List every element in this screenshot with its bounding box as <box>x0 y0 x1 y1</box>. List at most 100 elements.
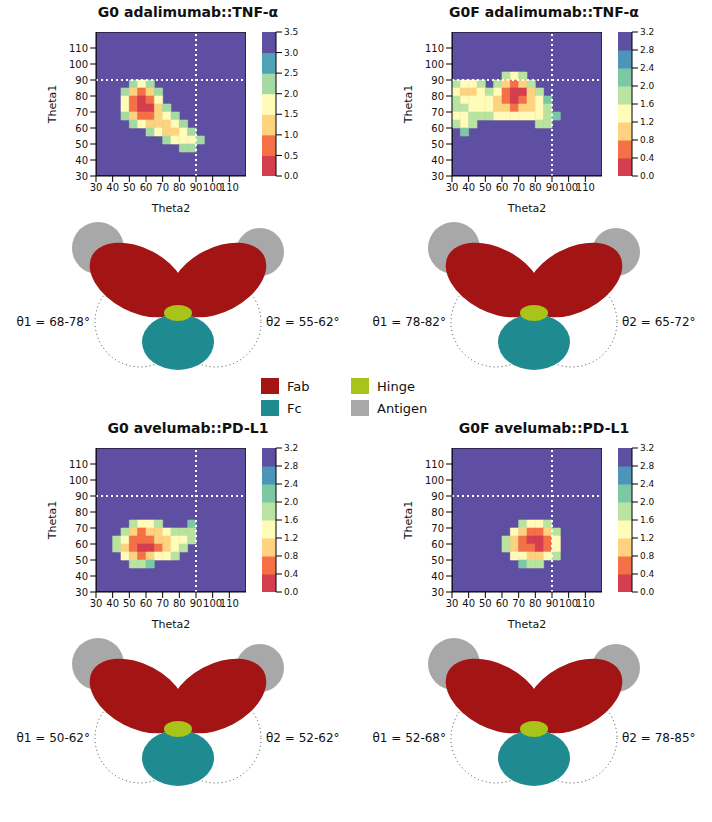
svg-text:Theta1: Theta1 <box>402 501 415 541</box>
svg-text:θ2 = 65-72°: θ2 = 65-72° <box>622 315 696 329</box>
svg-text:60: 60 <box>431 539 444 550</box>
svg-text:100: 100 <box>425 475 444 486</box>
svg-text:90: 90 <box>546 598 559 609</box>
svg-text:Theta1: Theta1 <box>46 501 59 541</box>
svg-text:0.8: 0.8 <box>640 135 655 145</box>
svg-text:60: 60 <box>75 539 88 550</box>
svg-text:0.0: 0.0 <box>640 587 655 597</box>
svg-text:50: 50 <box>75 555 88 566</box>
svg-text:3.2: 3.2 <box>640 27 654 37</box>
svg-text:1.2: 1.2 <box>640 117 654 127</box>
svg-text:30: 30 <box>431 587 444 598</box>
svg-text:80: 80 <box>173 598 186 609</box>
svg-text:1.6: 1.6 <box>640 515 655 525</box>
svg-text:3.0: 3.0 <box>284 48 299 58</box>
svg-text:θ1 = 68-78°: θ1 = 68-78° <box>16 315 90 329</box>
svg-text:110: 110 <box>69 43 88 54</box>
svg-text:110: 110 <box>576 182 595 193</box>
svg-text:80: 80 <box>529 182 542 193</box>
svg-text:1.2: 1.2 <box>640 533 654 543</box>
svg-text:50: 50 <box>123 182 136 193</box>
svg-text:Theta2: Theta2 <box>507 618 547 630</box>
svg-text:0.8: 0.8 <box>640 551 655 561</box>
svg-text:80: 80 <box>529 598 542 609</box>
svg-text:0.0: 0.0 <box>284 171 299 181</box>
svg-text:40: 40 <box>431 155 444 166</box>
svg-text:80: 80 <box>431 507 444 518</box>
svg-text:1.2: 1.2 <box>284 533 298 543</box>
svg-text:2.4: 2.4 <box>284 479 299 489</box>
svg-text:2.0: 2.0 <box>284 497 299 507</box>
svg-text:40: 40 <box>75 571 88 582</box>
svg-text:90: 90 <box>546 182 559 193</box>
svg-text:70: 70 <box>75 107 88 118</box>
svg-text:30: 30 <box>75 587 88 598</box>
svg-text:70: 70 <box>431 107 444 118</box>
svg-text:60: 60 <box>431 123 444 134</box>
svg-text:40: 40 <box>431 571 444 582</box>
svg-text:Theta1: Theta1 <box>402 85 415 125</box>
svg-text:0.0: 0.0 <box>284 587 299 597</box>
svg-text:Theta2: Theta2 <box>151 202 191 214</box>
svg-text:40: 40 <box>462 598 475 609</box>
svg-text:90: 90 <box>190 182 203 193</box>
svg-text:110: 110 <box>220 598 239 609</box>
svg-text:3.2: 3.2 <box>284 443 298 453</box>
svg-text:2.8: 2.8 <box>284 461 299 471</box>
svg-text:Theta1: Theta1 <box>46 85 59 125</box>
svg-text:110: 110 <box>220 182 239 193</box>
svg-text:110: 110 <box>425 43 444 54</box>
svg-text:60: 60 <box>496 182 509 193</box>
svg-text:80: 80 <box>75 91 88 102</box>
svg-text:40: 40 <box>106 182 119 193</box>
svg-text:50: 50 <box>479 598 492 609</box>
svg-text:2.0: 2.0 <box>640 497 655 507</box>
svg-text:30: 30 <box>75 171 88 182</box>
svg-text:1.0: 1.0 <box>284 130 299 140</box>
svg-text:θ2 = 78-85°: θ2 = 78-85° <box>622 731 696 745</box>
svg-text:50: 50 <box>123 598 136 609</box>
svg-text:110: 110 <box>576 598 595 609</box>
svg-text:0.4: 0.4 <box>640 153 655 163</box>
svg-text:50: 50 <box>75 139 88 150</box>
svg-text:80: 80 <box>431 91 444 102</box>
svg-text:θ2 = 52-62°: θ2 = 52-62° <box>266 731 340 745</box>
svg-text:70: 70 <box>156 598 169 609</box>
svg-text:30: 30 <box>90 182 103 193</box>
svg-text:50: 50 <box>431 139 444 150</box>
svg-text:30: 30 <box>446 598 459 609</box>
svg-text:50: 50 <box>479 182 492 193</box>
svg-text:70: 70 <box>512 598 525 609</box>
svg-text:θ1 = 52-68°: θ1 = 52-68° <box>372 731 446 745</box>
svg-text:2.4: 2.4 <box>640 479 655 489</box>
svg-text:60: 60 <box>140 598 153 609</box>
svg-text:60: 60 <box>496 598 509 609</box>
svg-text:2.5: 2.5 <box>284 68 298 78</box>
svg-text:θ1 = 78-82°: θ1 = 78-82° <box>372 315 446 329</box>
svg-text:80: 80 <box>75 507 88 518</box>
svg-text:2.4: 2.4 <box>640 63 655 73</box>
svg-text:90: 90 <box>75 75 88 86</box>
svg-text:90: 90 <box>190 598 203 609</box>
svg-text:30: 30 <box>446 182 459 193</box>
svg-text:θ1 = 50-62°: θ1 = 50-62° <box>16 731 90 745</box>
svg-text:θ2 = 55-62°: θ2 = 55-62° <box>266 315 340 329</box>
svg-text:2.0: 2.0 <box>640 81 655 91</box>
svg-text:70: 70 <box>431 523 444 534</box>
svg-text:1.5: 1.5 <box>284 109 298 119</box>
svg-text:Theta2: Theta2 <box>151 618 191 630</box>
svg-text:70: 70 <box>156 182 169 193</box>
svg-text:0.8: 0.8 <box>284 551 299 561</box>
svg-text:Theta2: Theta2 <box>507 202 547 214</box>
svg-text:2.0: 2.0 <box>284 89 299 99</box>
svg-text:2.8: 2.8 <box>640 461 655 471</box>
svg-text:110: 110 <box>425 459 444 470</box>
svg-text:0.4: 0.4 <box>640 569 655 579</box>
svg-text:30: 30 <box>431 171 444 182</box>
svg-text:50: 50 <box>431 555 444 566</box>
svg-text:80: 80 <box>173 182 186 193</box>
svg-text:100: 100 <box>69 59 88 70</box>
svg-text:2.8: 2.8 <box>640 45 655 55</box>
svg-text:1.6: 1.6 <box>640 99 655 109</box>
svg-text:90: 90 <box>431 491 444 502</box>
